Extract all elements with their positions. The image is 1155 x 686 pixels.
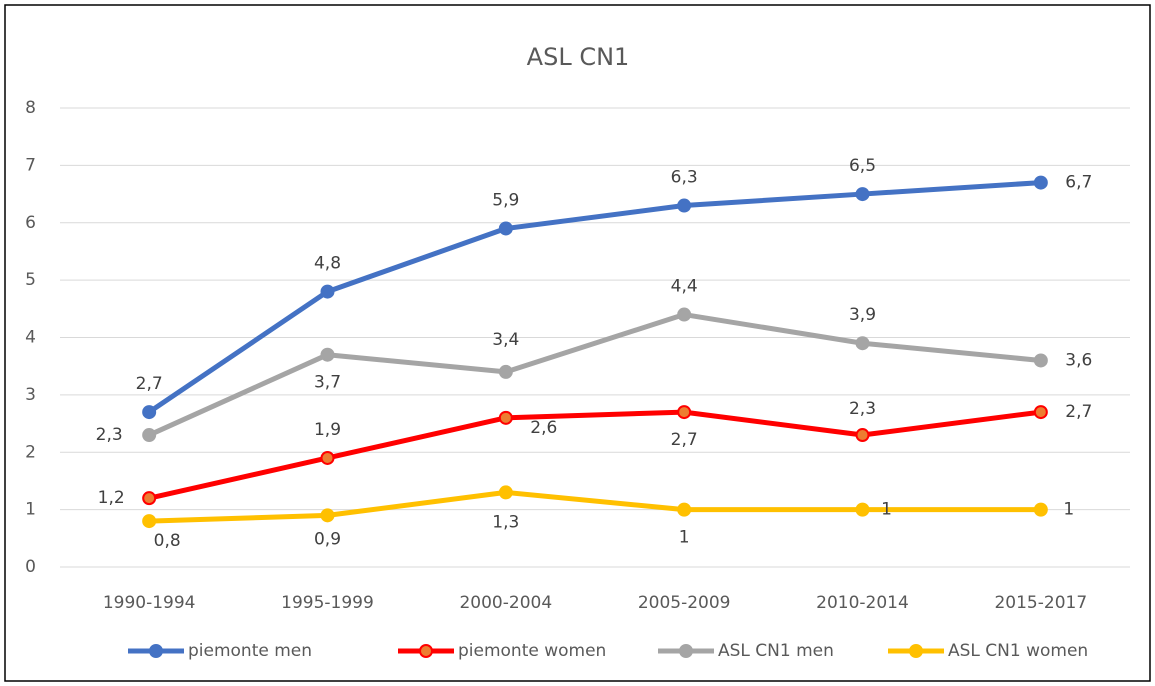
- y-tick-label: 0: [25, 557, 36, 577]
- legend-label: piemonte men: [188, 641, 312, 661]
- data-point: [498, 485, 513, 500]
- data-label: 2,7: [136, 374, 163, 394]
- x-tick-label: 1990-1994: [103, 593, 196, 613]
- data-label: 0,9: [314, 529, 341, 549]
- data-point: [498, 364, 513, 379]
- legend-marker: [419, 644, 433, 658]
- legend-marker: [909, 644, 923, 658]
- data-label: 6,5: [849, 156, 876, 176]
- series-line: [147, 180, 1041, 415]
- data-label: 3,7: [314, 373, 341, 393]
- x-tick-label: 2005-2009: [638, 593, 731, 613]
- data-point: [677, 502, 692, 517]
- data-point: [1033, 175, 1048, 190]
- x-tick-label: 2000-2004: [459, 593, 552, 613]
- y-tick-label: 3: [25, 385, 36, 405]
- data-point: [498, 410, 513, 425]
- data-label: 4,8: [314, 254, 341, 274]
- data-point: [142, 491, 157, 506]
- data-label: 1,9: [314, 420, 341, 440]
- data-point: [320, 508, 335, 523]
- legend-marker: [149, 644, 163, 658]
- data-label: 3,9: [849, 305, 876, 325]
- x-tick-label: 2010-2014: [816, 593, 909, 613]
- x-tick-label: 1995-1999: [281, 593, 374, 613]
- data-point: [142, 428, 157, 443]
- data-point: [1033, 405, 1048, 420]
- data-label: 6,3: [671, 168, 698, 188]
- y-tick-label: 4: [25, 328, 36, 348]
- data-point: [1033, 353, 1048, 368]
- data-point: [855, 502, 870, 517]
- y-tick-label: 8: [25, 98, 36, 118]
- y-tick-label: 6: [25, 213, 36, 233]
- data-label: 2,7: [671, 430, 698, 450]
- legend-label: ASL CN1 women: [948, 641, 1088, 661]
- legend-label: piemonte women: [458, 641, 606, 661]
- data-label: 2,6: [530, 418, 557, 438]
- data-point: [142, 405, 157, 420]
- data-label: 3,6: [1065, 350, 1092, 370]
- y-tick-label: 5: [25, 270, 36, 290]
- chart-border: [4, 4, 1151, 682]
- series-line: [149, 489, 1041, 524]
- y-tick-label: 7: [25, 155, 36, 175]
- data-label: 0,8: [154, 531, 181, 551]
- data-label: 1: [1063, 500, 1074, 520]
- data-label: 5,9: [492, 190, 519, 210]
- data-label: 3,4: [492, 330, 519, 350]
- legend-label: ASL CN1 men: [718, 641, 834, 661]
- data-point: [320, 347, 335, 362]
- data-point: [855, 428, 870, 443]
- y-tick-label: 1: [25, 500, 36, 520]
- data-point: [320, 450, 335, 465]
- data-label: 2,7: [1065, 402, 1092, 422]
- y-tick-label: 2: [25, 442, 36, 462]
- data-point: [677, 198, 692, 213]
- data-point: [855, 336, 870, 351]
- data-label: 1,2: [98, 488, 125, 508]
- legend-marker: [679, 644, 693, 658]
- data-label: 2,3: [849, 399, 876, 419]
- chart-title: ASL CN1: [527, 43, 630, 71]
- data-point: [320, 284, 335, 299]
- data-point: [1033, 502, 1048, 517]
- data-point: [855, 187, 870, 202]
- data-label: 1,3: [492, 512, 519, 532]
- series-line: [148, 312, 1042, 438]
- data-point: [677, 405, 692, 420]
- data-label: 2,3: [96, 425, 123, 445]
- x-tick-label: 2015-2017: [994, 593, 1087, 613]
- data-point: [498, 221, 513, 236]
- data-point: [677, 307, 692, 322]
- data-label: 6,7: [1065, 173, 1092, 193]
- data-label: 1: [679, 528, 690, 548]
- data-label: 4,4: [671, 277, 698, 297]
- data-label: 1: [881, 500, 892, 520]
- series-line: [148, 409, 1042, 501]
- data-point: [142, 514, 157, 529]
